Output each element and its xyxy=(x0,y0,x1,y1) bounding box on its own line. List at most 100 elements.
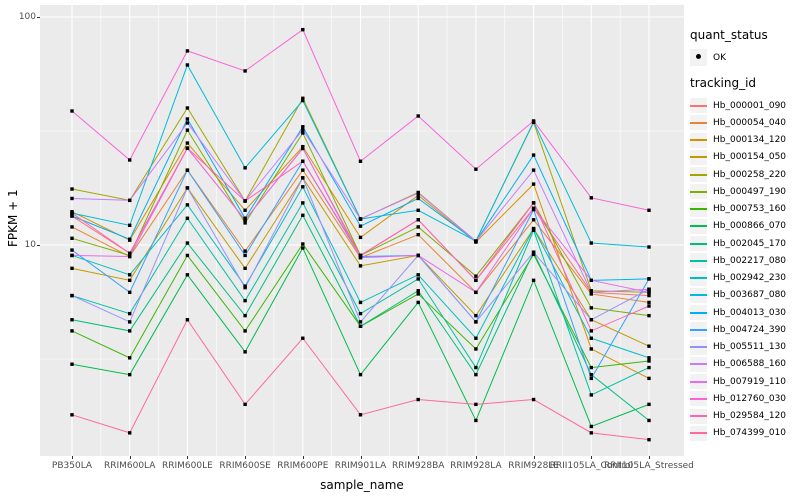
data-point xyxy=(416,191,420,195)
data-point xyxy=(358,235,363,240)
data-point xyxy=(243,218,247,222)
legend-item-ok: OK xyxy=(690,49,800,66)
data-point xyxy=(589,431,593,435)
data-point xyxy=(243,166,247,170)
data-point xyxy=(416,232,420,237)
x-tick-mark xyxy=(533,456,535,459)
data-point xyxy=(301,131,305,135)
data-point xyxy=(185,318,190,322)
data-point xyxy=(358,372,363,377)
legend-item-Hb_006588_160: Hb_006588_160 xyxy=(690,356,800,373)
data-point xyxy=(647,300,651,305)
data-point xyxy=(128,311,132,316)
data-point xyxy=(589,347,593,351)
data-point xyxy=(474,336,478,340)
x-tick-mark xyxy=(302,456,304,459)
x-tick-label-RRIM600PE: RRIM600PE xyxy=(277,461,329,471)
data-point xyxy=(474,278,478,283)
data-point xyxy=(243,253,247,258)
data-point xyxy=(128,320,132,324)
data-point xyxy=(243,199,247,203)
data-point xyxy=(589,336,593,340)
data-point xyxy=(128,223,132,228)
data-point xyxy=(474,320,478,324)
data-point xyxy=(647,359,651,363)
legend-item-label: Hb_003687_080 xyxy=(713,290,787,301)
data-point xyxy=(301,159,305,163)
series-color-swatch xyxy=(690,425,707,441)
data-point xyxy=(416,196,420,201)
data-point xyxy=(301,96,305,100)
legend-item-label: Hb_004724_390 xyxy=(713,324,787,335)
series-color-swatch xyxy=(690,236,707,252)
data-point xyxy=(70,236,74,241)
data-point xyxy=(589,372,593,377)
legend-item-Hb_000134_120: Hb_000134_120 xyxy=(690,132,800,149)
data-point xyxy=(589,196,593,200)
data-point xyxy=(243,313,247,318)
series-color-swatch xyxy=(690,201,707,217)
data-point xyxy=(531,226,536,231)
legend-item-Hb_004724_390: Hb_004724_390 xyxy=(690,321,800,338)
x-tick-mark xyxy=(591,456,593,459)
data-point xyxy=(358,217,363,221)
data-point xyxy=(70,293,74,298)
series-color-swatch xyxy=(690,167,707,183)
legend-item-Hb_000497_190: Hb_000497_190 xyxy=(690,183,800,200)
data-point xyxy=(647,245,651,249)
data-point xyxy=(128,273,132,277)
data-point xyxy=(70,187,74,191)
data-point xyxy=(301,185,305,189)
x-tick-mark xyxy=(72,456,73,459)
data-point xyxy=(531,119,536,123)
legend-item-Hb_000054_040: Hb_000054_040 xyxy=(690,114,800,131)
data-point xyxy=(185,241,190,245)
data-point xyxy=(531,153,536,157)
legend-item-Hb_000001_090: Hb_000001_090 xyxy=(690,97,800,114)
legend: quant_status OK tracking_id Hb_000001_09… xyxy=(690,28,800,442)
legend-item-Hb_003687_080: Hb_003687_080 xyxy=(690,287,800,304)
data-point xyxy=(589,376,593,381)
series-color-swatch xyxy=(690,218,707,234)
plot-panel xyxy=(40,5,684,456)
legend-item-Hb_005511_130: Hb_005511_130 xyxy=(690,339,800,356)
data-point xyxy=(589,278,593,283)
data-point xyxy=(589,424,593,429)
legend-item-label: Hb_012760_030 xyxy=(713,393,787,404)
x-tick-label-RRIM928LE: RRIM928LE xyxy=(508,461,559,471)
x-tick-label-RRIM901LA: RRIM901LA xyxy=(334,461,387,471)
data-point xyxy=(358,255,363,260)
data-point xyxy=(589,290,593,295)
data-point xyxy=(70,109,74,113)
data-point xyxy=(70,248,74,252)
data-point xyxy=(70,318,74,322)
x-tick-mark xyxy=(129,456,131,459)
data-point xyxy=(243,350,247,354)
data-point xyxy=(531,168,536,172)
data-point xyxy=(474,274,478,278)
x-tick-mark xyxy=(475,456,477,459)
data-point xyxy=(647,418,651,423)
data-point xyxy=(531,250,536,254)
data-point xyxy=(416,289,420,293)
x-tick-mark xyxy=(245,456,247,459)
x-tick-mark xyxy=(649,456,650,459)
series-color-swatch xyxy=(690,184,707,200)
legend-item-label: Hb_000497_190 xyxy=(713,186,787,197)
legend-item-label: Hb_005511_130 xyxy=(713,342,787,353)
legend-item-label: Hb_000001_090 xyxy=(713,100,787,111)
legend-item-Hb_074399_010: Hb_074399_010 xyxy=(690,425,800,442)
data-point xyxy=(358,413,363,417)
legend-item-Hb_002045_170: Hb_002045_170 xyxy=(690,235,800,252)
data-point xyxy=(474,372,478,377)
data-point xyxy=(301,27,305,32)
data-point xyxy=(531,201,536,205)
data-point xyxy=(589,329,593,333)
series-color-swatch xyxy=(690,322,707,338)
data-point xyxy=(647,287,651,291)
data-point xyxy=(70,329,74,333)
y-tick-mark xyxy=(37,245,40,246)
data-point xyxy=(301,242,305,246)
data-point xyxy=(589,318,593,322)
data-point xyxy=(128,158,132,162)
